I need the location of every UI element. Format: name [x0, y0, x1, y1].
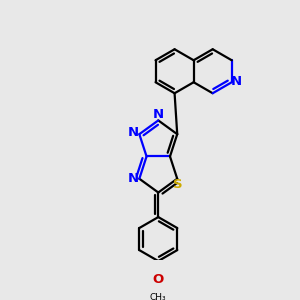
Text: O: O: [153, 274, 164, 286]
Text: N: N: [231, 75, 242, 88]
Text: N: N: [128, 172, 139, 185]
Text: N: N: [128, 126, 139, 140]
Text: N: N: [153, 108, 164, 121]
Text: S: S: [173, 178, 182, 191]
Text: CH₃: CH₃: [150, 293, 166, 300]
